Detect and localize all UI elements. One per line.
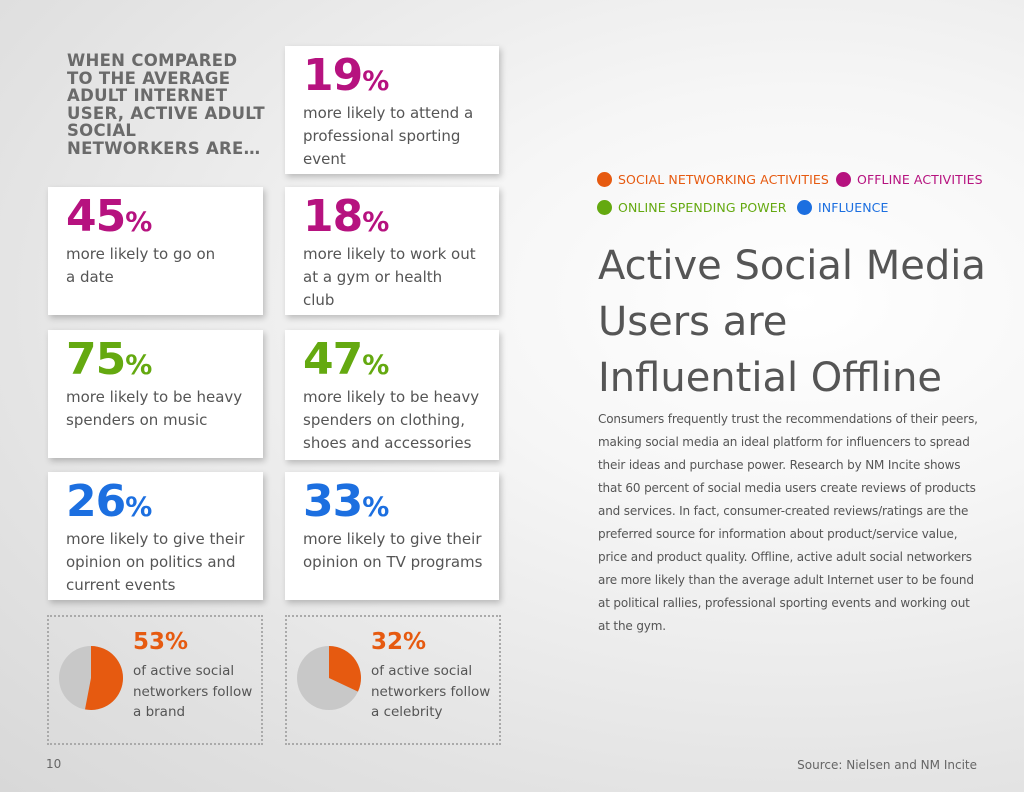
- page-title: Active Social Media Users are Influentia…: [598, 243, 986, 401]
- stat-description: more likely to be heavy spenders on musi…: [66, 388, 243, 429]
- stat-value: 45%: [66, 191, 153, 242]
- pie-box-celebrity: 32% of active social networkers follow a…: [285, 615, 501, 745]
- stat-card-gym: 18% more likely to work out at a gym or …: [285, 187, 499, 315]
- stat-description: more likely to be heavy spenders on clot…: [303, 388, 480, 452]
- legend-social: SOCIAL NETWORKING ACTIVITIES: [597, 171, 829, 187]
- legend-label: OFFLINE ACTIVITIES: [857, 171, 983, 187]
- legend-label: INFLUENCE: [818, 199, 889, 215]
- legend-dot-blue: [797, 199, 812, 215]
- legend-spending: ONLINE SPENDING POWER: [597, 199, 787, 215]
- intro-heading: WHEN COMPARED TO THE AVERAGE ADULT INTER…: [67, 51, 265, 158]
- stat-description: more likely to give their opinion on TV …: [303, 530, 483, 571]
- stat-value: 18%: [303, 191, 390, 242]
- legend-dot-orange: [597, 171, 612, 187]
- stat-value: 33%: [303, 476, 390, 527]
- pie-slice: [85, 646, 124, 710]
- stat-card-tv: 33% more likely to give their opinion on…: [285, 472, 499, 600]
- legend-dot-purple: [836, 171, 851, 187]
- stat-value: 26%: [66, 476, 153, 527]
- body-paragraph: Consumers frequently trust the recommend…: [598, 412, 978, 633]
- stat-card-date: 45% more likely to go on a date: [48, 187, 263, 315]
- stat-description: more likely to give their opinion on pol…: [66, 530, 245, 594]
- pie-description: of active social networkers follow a bra…: [133, 663, 253, 720]
- stat-description: more likely to go on a date: [66, 245, 216, 286]
- stat-card-sporting: 19% more likely to attend a professional…: [285, 46, 499, 174]
- stat-card-clothing: 47% more likely to be heavy spenders on …: [285, 330, 499, 460]
- legend-offline: OFFLINE ACTIVITIES: [836, 171, 983, 187]
- pie-percent: 53%: [133, 629, 189, 655]
- stat-value: 47%: [303, 334, 390, 385]
- pie-percent: 32%: [371, 629, 427, 655]
- legend-label: ONLINE SPENDING POWER: [618, 199, 787, 215]
- pie-description: of active social networkers follow a cel…: [371, 663, 491, 720]
- pie-box-brand: 53% of active social networkers follow a…: [47, 615, 263, 745]
- stat-card-music: 75% more likely to be heavy spenders on …: [48, 330, 263, 458]
- stat-description: more likely to attend a professional spo…: [303, 104, 474, 168]
- stat-card-politics: 26% more likely to give their opinion on…: [48, 472, 263, 600]
- source-note: Source: Nielsen and NM Incite: [797, 758, 977, 772]
- pie-chart-celebrity: [297, 646, 361, 710]
- stat-value: 75%: [66, 334, 153, 385]
- pie-chart-brand: [59, 646, 124, 710]
- stat-description: more likely to work out at a gym or heal…: [303, 245, 476, 309]
- stat-value: 19%: [303, 50, 390, 101]
- legend-influence: INFLUENCE: [797, 199, 889, 215]
- pie-slice: [329, 646, 361, 692]
- legend-dot-green: [597, 199, 612, 215]
- page-number: 10: [46, 757, 62, 771]
- legend-label: SOCIAL NETWORKING ACTIVITIES: [618, 171, 829, 187]
